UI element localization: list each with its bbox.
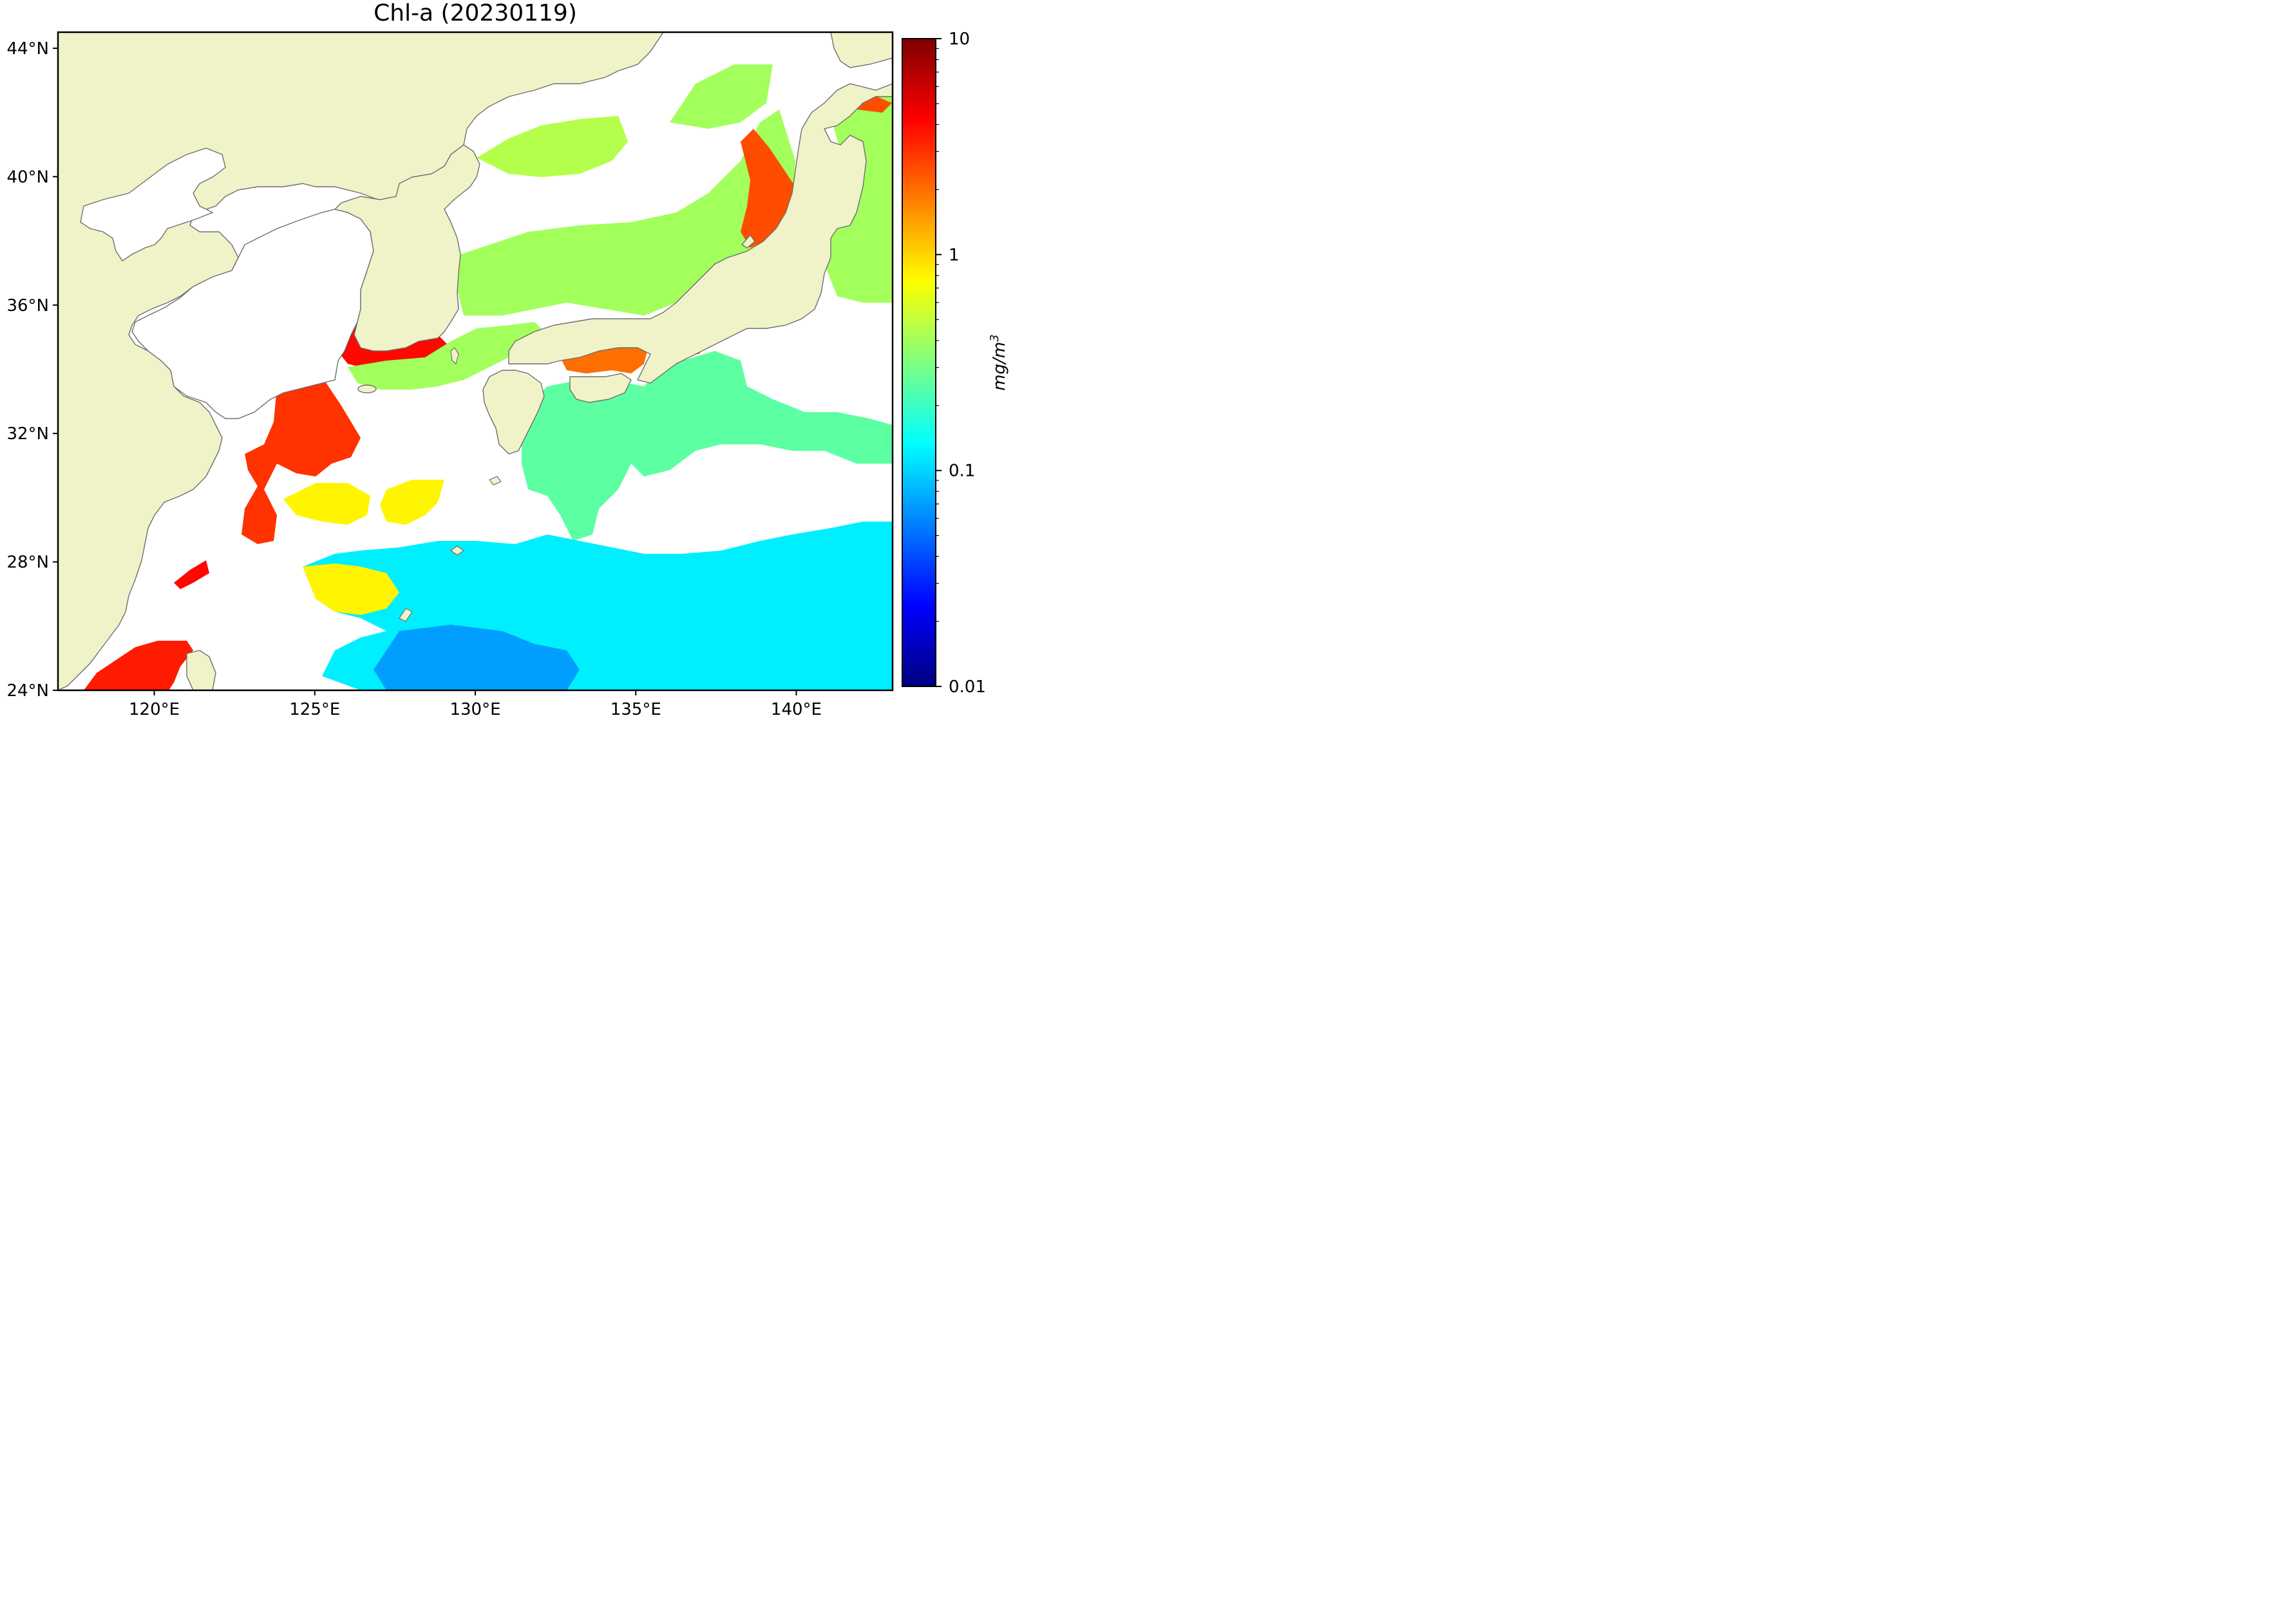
lat-tick-label: 32°N <box>6 424 49 444</box>
land-kyushu <box>482 370 545 455</box>
colorbar-border <box>902 38 936 687</box>
map-title: Chl-a (20230119) <box>374 0 577 26</box>
colorbar-gradient <box>902 39 936 686</box>
land-yakushima <box>489 476 502 486</box>
lat-tick-label: 28°N <box>6 553 49 572</box>
map-panel <box>58 32 893 690</box>
data-patch-shelf-yellow <box>283 483 370 525</box>
data-patch-changjiang-plume <box>242 367 361 544</box>
chlorophyll-figure: Chl-a (20230119) <box>6 0 1009 718</box>
data-patch-okinawa-trough <box>380 480 444 525</box>
yellow-sea-west <box>131 209 374 419</box>
lat-tick-label: 24°N <box>6 681 49 701</box>
lat-tick-label: 44°N <box>6 39 49 59</box>
land-okinawa <box>399 608 413 622</box>
lon-tick-label: 130°E <box>450 700 500 718</box>
lon-tick-label: 140°E <box>771 700 822 718</box>
lon-tick-label: 120°E <box>129 700 180 718</box>
data-patch-philippine-sea <box>374 625 580 690</box>
land-jeju <box>357 384 377 393</box>
land-korea <box>334 144 480 352</box>
data-patch-ecs-green <box>303 563 399 615</box>
colorbar-unit-label: mg/m3 <box>988 334 1009 390</box>
land-amami <box>450 545 465 556</box>
lon-tick-label: 125°E <box>289 700 340 718</box>
data-patch-seto-inland-sea <box>560 345 647 373</box>
colorbar-tick-label: 10 <box>949 30 970 49</box>
land-shikoku <box>569 373 632 403</box>
colorbar-tick-label: 0.01 <box>949 677 986 697</box>
data-patch-zhejiang-coast <box>174 560 209 589</box>
land-sado <box>741 234 755 249</box>
colorbar: 10 1 0.1 0.01 mg/m3 <box>902 30 1009 697</box>
data-patch-east-sea-central <box>451 109 795 316</box>
colorbar-ticks: 10 1 0.1 0.01 <box>936 30 986 697</box>
latitude-axis: 44°N 40°N 36°N 32°N 28°N 24°N <box>6 39 58 701</box>
data-patch-taiwan-strait <box>84 641 193 690</box>
lat-tick-label: 36°N <box>6 296 49 316</box>
data-patch-east-sea-ne <box>670 64 773 129</box>
data-patch-east-sea-north <box>477 116 628 177</box>
colorbar-tick-label: 0.1 <box>949 462 975 481</box>
colorbar-tick-label: 1 <box>949 245 960 265</box>
longitude-axis: 120°E 125°E 130°E 135°E 140°E <box>129 690 822 718</box>
bohai-sea <box>80 147 226 261</box>
data-patch-korea-strait <box>348 322 547 390</box>
land-honshu <box>508 32 893 384</box>
land-taiwan <box>186 650 216 690</box>
land-tsushima <box>450 347 459 365</box>
land-hokkaido <box>830 32 893 68</box>
data-patch-japan-west-coast <box>741 129 795 248</box>
data-patch-pacific-south-japan <box>522 351 893 541</box>
land-layer <box>58 32 893 690</box>
lat-tick-label: 40°N <box>6 167 49 187</box>
lon-tick-label: 135°E <box>611 700 661 718</box>
